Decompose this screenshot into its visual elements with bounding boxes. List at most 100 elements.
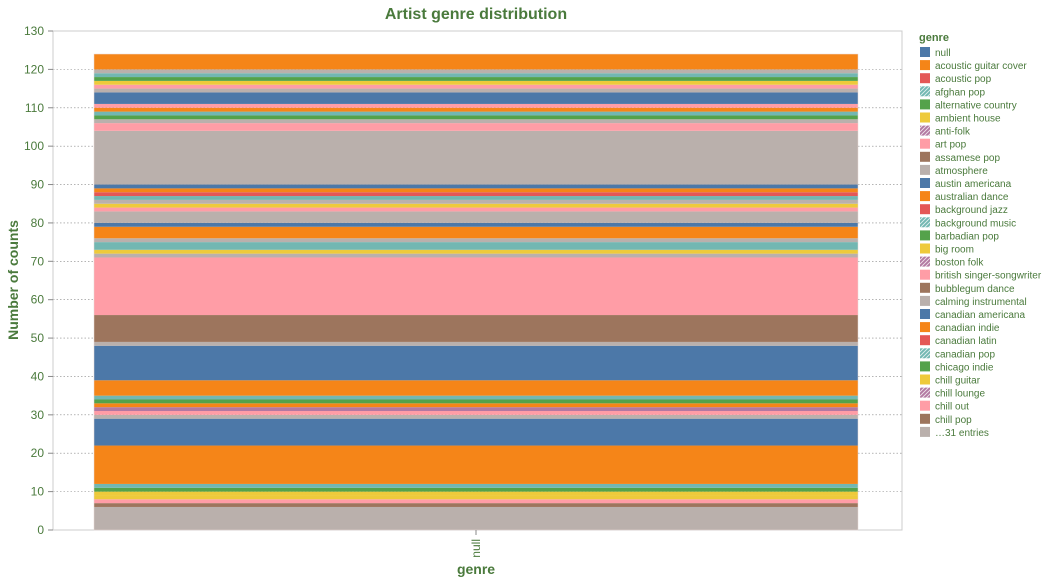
legend-label: acoustic pop [935,74,992,85]
bar-segment [94,69,858,74]
legend-swatch [920,361,930,372]
legend-swatch [920,204,930,215]
bar-segment [94,249,858,254]
bar-segment [94,483,858,488]
y-axis-label: Number of counts [5,220,21,340]
bar-segment [94,107,858,112]
bar-segment [94,222,858,227]
legend-label: australian dance [935,192,1009,203]
y-tick-label: 70 [31,254,45,268]
bar-segment [94,119,858,124]
y-tick-label: 110 [25,101,44,115]
bar-segment [94,88,858,93]
legend-swatch [920,47,930,57]
legend-swatch [920,112,930,123]
y-tick-label: 20 [31,446,45,460]
legend-label: boston folk [935,258,984,269]
bar-segment [94,345,858,381]
bar-segment [94,123,858,131]
bar-segment [94,111,858,116]
bar-segment [94,77,858,81]
bar-segment [94,491,858,496]
legend-label: …31 entries [935,428,989,439]
bar-segment [94,196,858,200]
legend-label: canadian indie [935,323,1000,334]
legend-swatch [920,138,930,149]
bar-segment [94,54,858,70]
y-tick-label: 90 [31,178,45,192]
y-tick-label: 100 [24,139,44,153]
legend-label: chill pop [935,415,972,426]
legend: genre null acoustic guitar cover acoustic … [919,32,1042,439]
legend-swatch [920,387,930,398]
legend-swatch [920,60,930,71]
bar-segment [94,395,858,400]
legend-swatch [920,243,930,254]
x-tick-label: null [469,539,483,558]
y-tick-label: 0 [37,523,44,537]
y-tick-label: 120 [24,62,44,76]
legend-swatch [920,282,930,293]
bar-segment [94,418,858,446]
bar-segment [94,73,858,78]
bar-segment [94,403,858,408]
legend-label: null [935,48,951,59]
legend-swatch [920,374,930,385]
bar-segment [94,188,858,193]
bar-segment [94,103,858,108]
legend-swatch [920,322,930,333]
bar-segment [94,315,858,342]
legend-label: acoustic guitar cover [935,61,1027,72]
bar-segment [94,506,858,530]
bar-segments [93,53,859,531]
legend-swatch [920,309,930,319]
legend-label: chill lounge [935,389,985,400]
legend-label: anti-folk [935,127,971,138]
legend-swatch [920,99,930,110]
legend-label: art pop [935,140,967,151]
bar-segment [94,399,858,404]
legend-label: canadian latin [935,336,997,347]
legend-swatch [920,151,930,162]
bar-segment [94,495,858,500]
bar-segment [94,257,858,316]
chart-title: Artist genre distribution [385,6,567,23]
y-axis: 0 10 20 30 40 50 60 70 80 90 100 110 120 130 [24,24,53,537]
legend-label: chill guitar [935,376,981,387]
legend-label: afghan pop [935,87,985,98]
bar-segment [94,92,858,104]
legend-swatch [920,164,930,175]
legend-swatch [920,125,930,136]
bar-segment [94,499,858,504]
bar-segment [94,411,858,415]
legend-swatch [920,178,930,188]
legend-label: canadian pop [935,349,995,360]
legend-label: barbadian pop [935,231,999,242]
bar-segment [94,130,858,185]
legend-swatch [920,256,930,267]
bar-segment [94,80,858,85]
y-tick-label: 130 [24,24,44,38]
bar-segment [94,380,858,396]
bar-segment [94,184,858,189]
legend-swatch [920,73,930,84]
bar-segment [94,253,858,258]
legend-swatch [920,269,930,280]
legend-swatch [920,335,930,346]
x-axis: null [469,530,483,558]
legend-title: genre [919,32,949,44]
bar-segment [94,445,858,484]
legend-swatch [920,400,930,411]
legend-label: calming instrumental [935,297,1027,308]
bar-segment [94,226,858,239]
legend-label: assamese pop [935,153,1000,164]
legend-swatch [920,348,930,359]
legend-swatch [920,191,930,202]
legend-swatch [920,295,930,306]
bar-segment [94,211,858,223]
bar-segment [94,487,858,492]
bar-segment [94,207,858,212]
bar-segment [94,203,858,208]
